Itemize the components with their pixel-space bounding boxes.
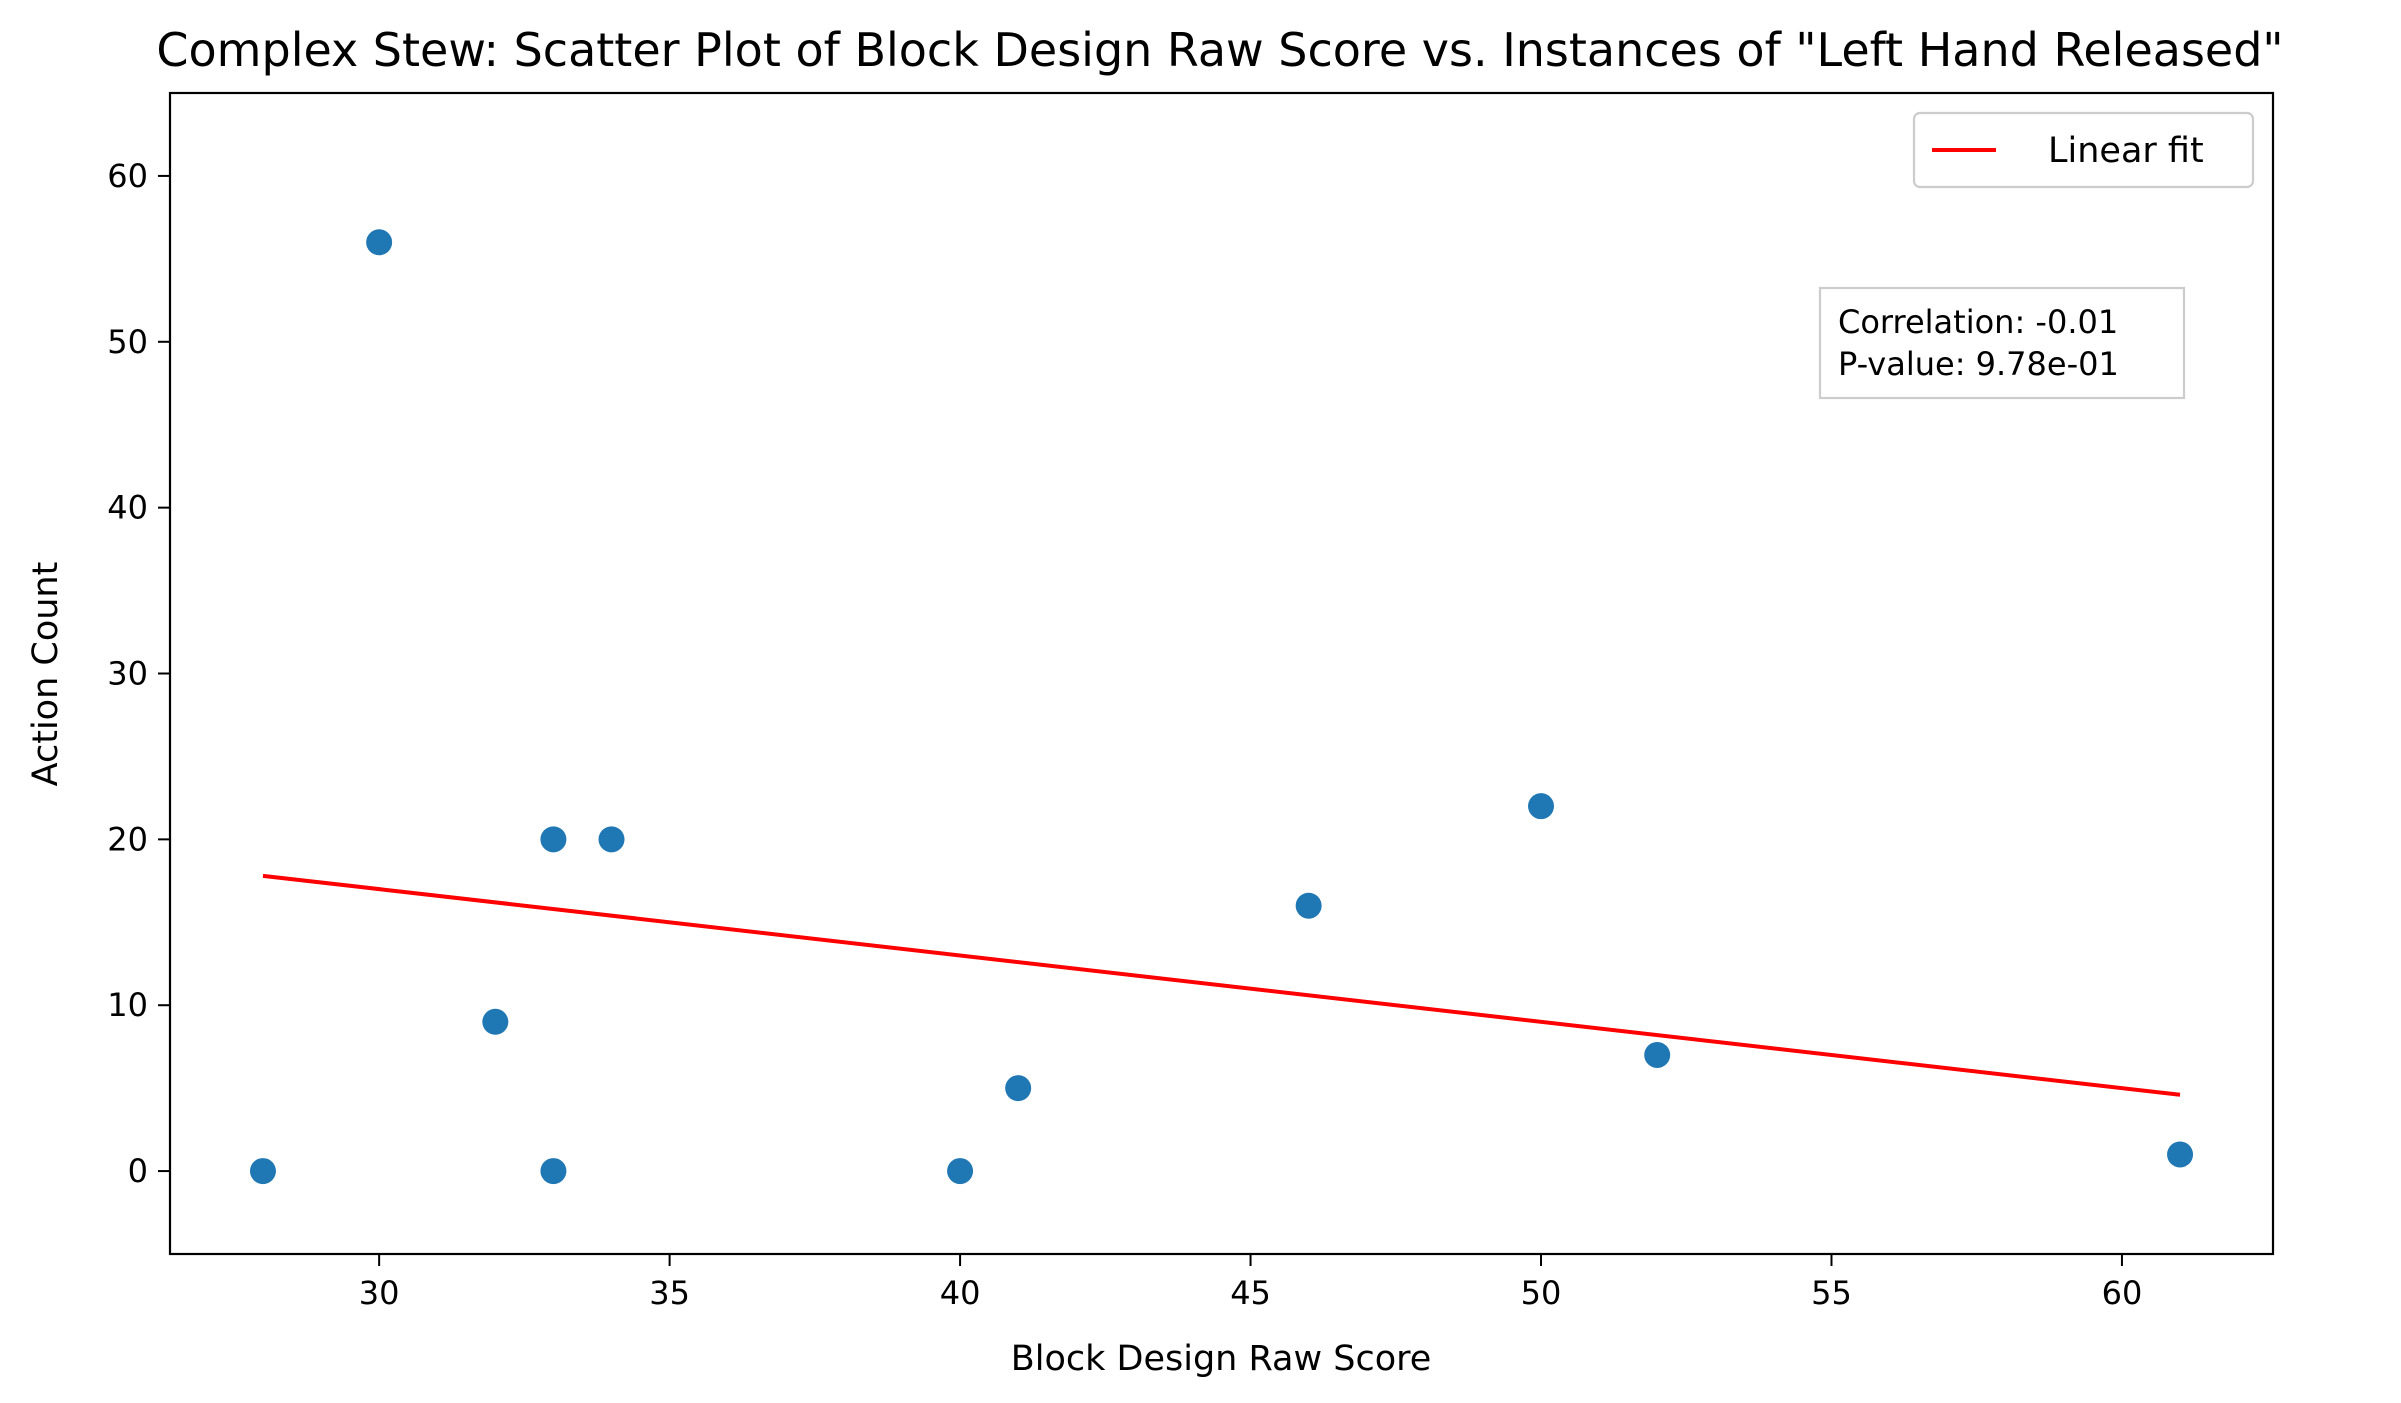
y-tick-label-20: 20: [107, 820, 148, 858]
stats-annotation: Correlation: -0.01 P-value: 9.78e-01: [1818, 286, 2186, 400]
y-tick-label-0: 0: [128, 1152, 148, 1190]
x-tick-label-50: 50: [1521, 1274, 1562, 1312]
x-tick-label-60: 60: [2102, 1274, 2143, 1312]
y-tick-label-40: 40: [107, 489, 148, 527]
data-point-2: [482, 1008, 509, 1035]
y-ticks: 0 10 20 30 40 50 60: [107, 157, 170, 1190]
data-point-7: [1005, 1075, 1032, 1102]
data-point-6: [947, 1158, 974, 1185]
points-layer: [249, 229, 2194, 1185]
x-ticks: 30 35 40 45 50 55 60: [359, 1254, 2143, 1312]
linear-fit-line: [262, 873, 2181, 1097]
x-tick-label-30: 30: [359, 1274, 400, 1312]
correlation-text: Correlation: -0.01: [1838, 303, 2118, 341]
data-point-11: [2167, 1141, 2194, 1168]
x-tick-label-35: 35: [649, 1274, 690, 1312]
y-tick-label-50: 50: [107, 323, 148, 361]
y-axis-label: Action Count: [26, 562, 66, 787]
y-tick-label-30: 30: [107, 655, 148, 693]
data-point-10: [1644, 1041, 1671, 1068]
x-axis-label: Block Design Raw Score: [1011, 1339, 1432, 1379]
chart-title: Complex Stew: Scatter Plot of Block Desi…: [156, 23, 2283, 77]
x-tick-label-45: 45: [1230, 1274, 1271, 1312]
data-point-1: [366, 229, 393, 256]
x-tick-label-55: 55: [1811, 1274, 1852, 1312]
stats-box: [1818, 286, 2186, 400]
fit-line-layer: [262, 873, 2181, 1097]
data-point-0: [249, 1158, 276, 1185]
data-point-8: [1295, 892, 1322, 919]
data-point-5: [598, 826, 625, 853]
legend-box: [1912, 111, 2255, 189]
x-tick-label-40: 40: [940, 1274, 981, 1312]
data-point-9: [1528, 793, 1555, 820]
legend-linear-fit-label: Linear fit: [2048, 131, 2204, 171]
data-point-3: [540, 826, 567, 853]
y-tick-label-60: 60: [107, 157, 148, 195]
legend: Linear fit: [1912, 111, 2255, 189]
data-point-4: [540, 1158, 567, 1185]
y-tick-label-10: 10: [107, 986, 148, 1024]
pvalue-text: P-value: 9.78e-01: [1838, 345, 2119, 383]
